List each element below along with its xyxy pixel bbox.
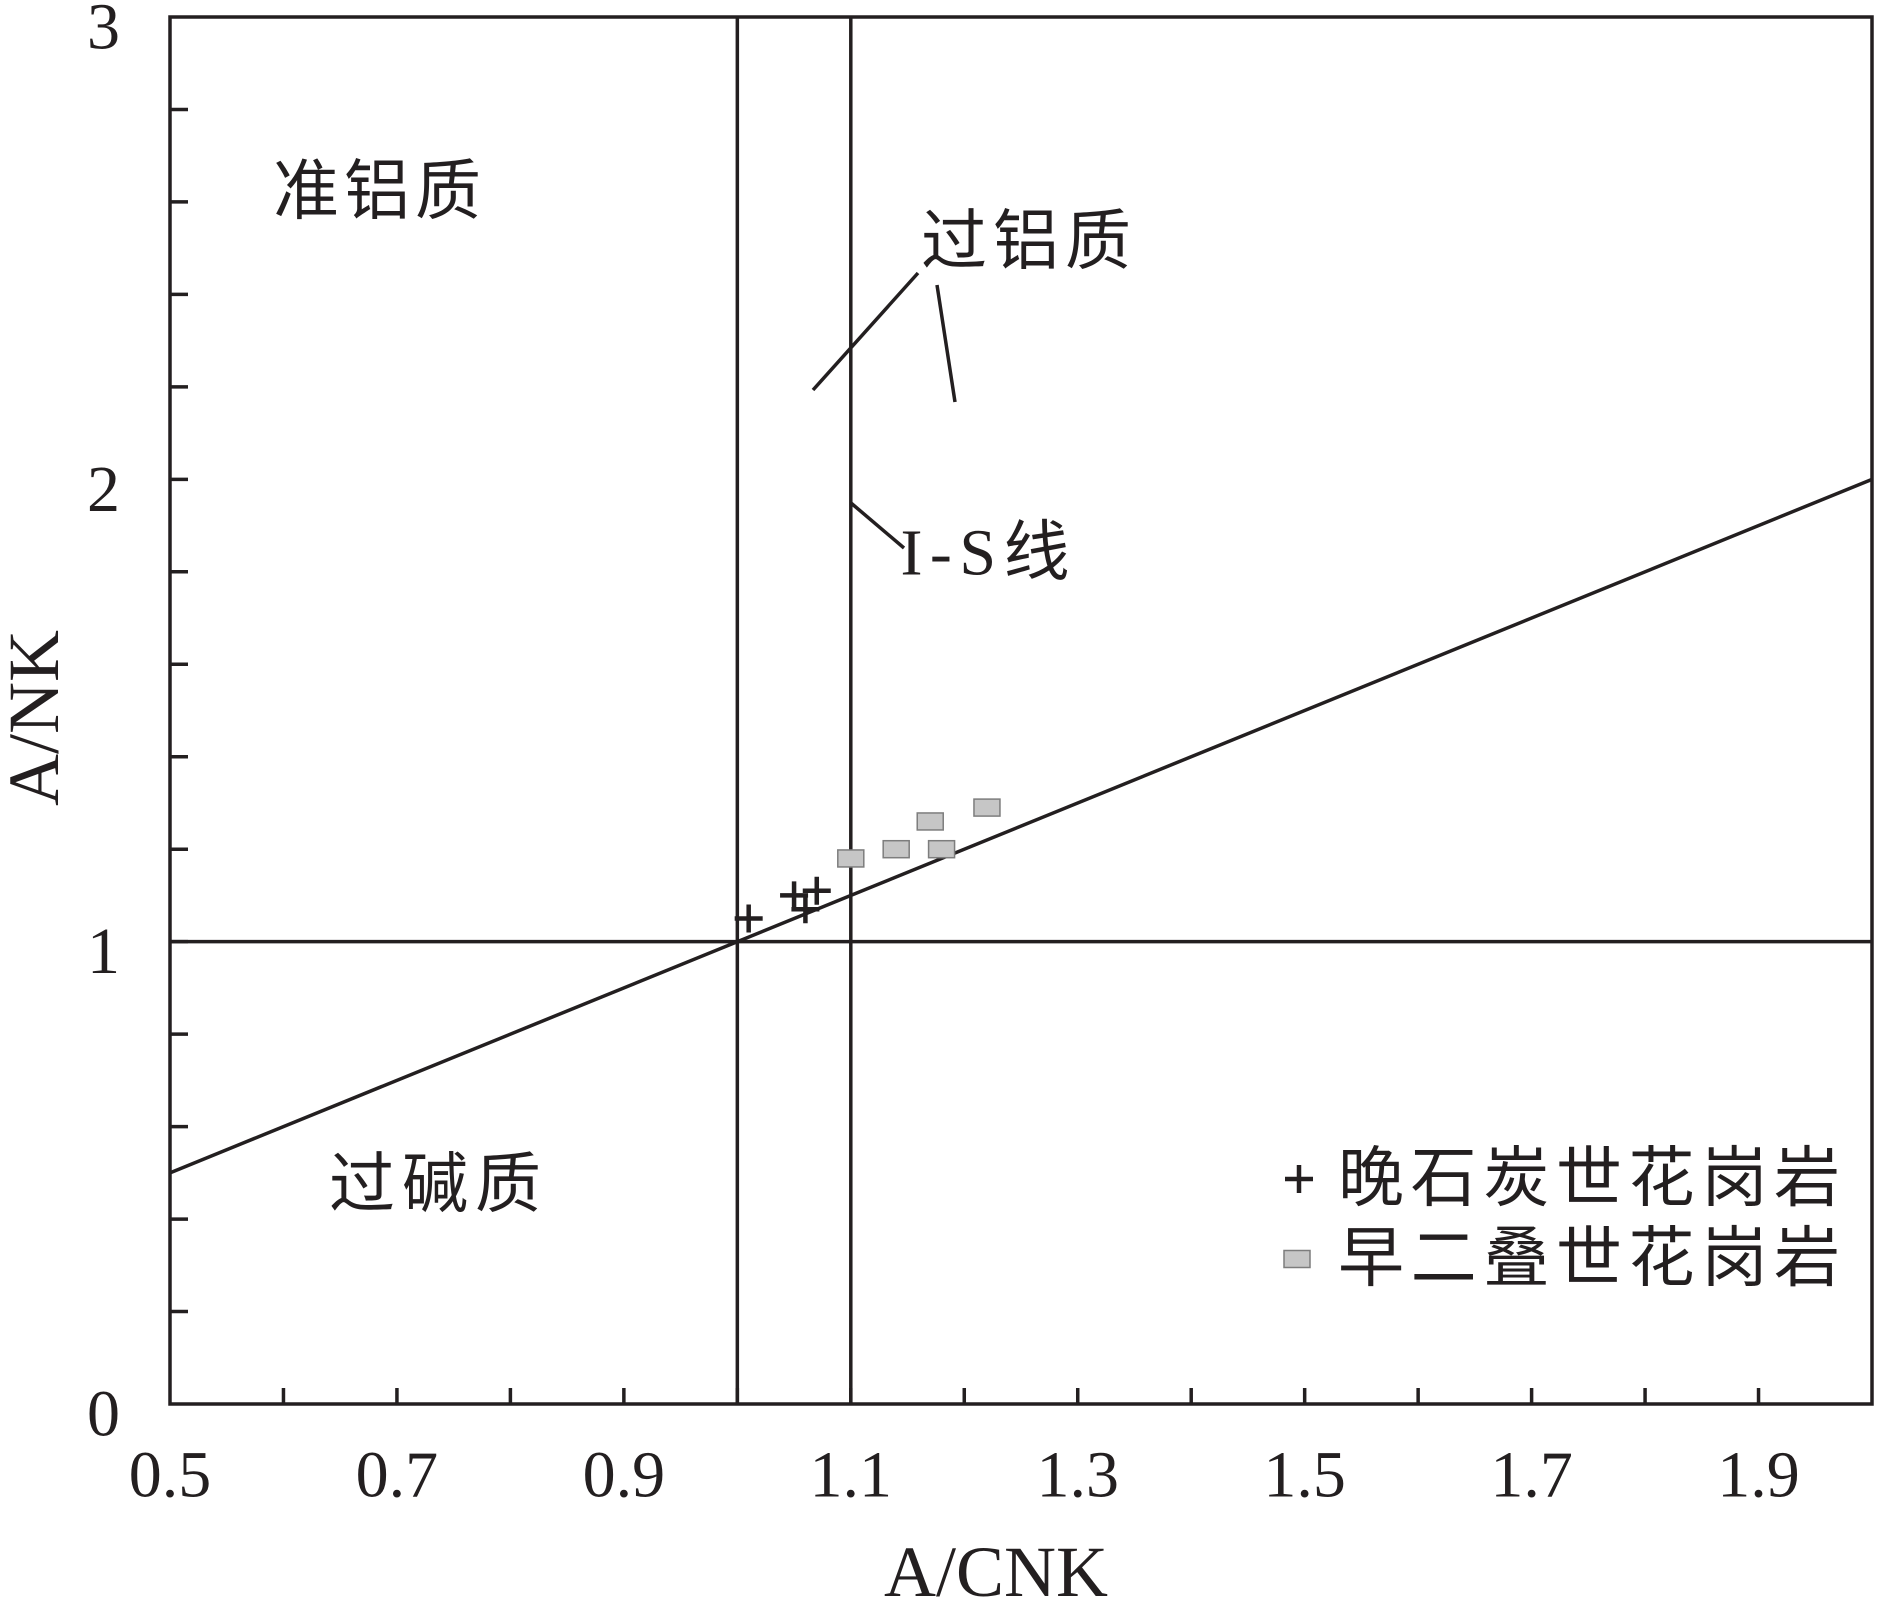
tick-labels: 0.5 0.7 0.9 1.1 1.3 1.5 1.7 1.9 0 1 2 3	[87, 0, 1800, 1512]
legend: 晚石炭世花岗岩 早二叠世花岗岩	[1283, 1143, 1840, 1296]
is-line-label: I-S线	[901, 517, 1070, 590]
reference-lines	[169, 17, 1873, 1404]
early-permian-granite-point	[916, 812, 944, 831]
x-tick-label: 0.5	[129, 1439, 212, 1512]
x-axis-title: A/CNK	[884, 1532, 1108, 1604]
x-tick-label: 1.7	[1490, 1439, 1573, 1512]
x-tick-label: 1.3	[1036, 1439, 1119, 1512]
leader-line-peraluminous-right	[935, 284, 957, 403]
x-tick-label: 1.1	[810, 1439, 893, 1512]
legend-square-marker	[1283, 1249, 1311, 1269]
late-carboniferous-granite-point	[734, 904, 763, 933]
region-label-peraluminous: 过铝质	[921, 206, 1131, 279]
x-tick-label: 0.7	[356, 1439, 439, 1512]
leader-line-is-line	[849, 501, 906, 550]
region-label-metaluminous: 准铝质	[273, 156, 481, 229]
reference-line-diagonal	[169, 477, 1873, 1175]
early-permian-granite-point	[837, 849, 865, 868]
plot-frame	[168, 15, 1874, 1406]
axis-ticks	[170, 107, 1761, 1404]
y-tick-label: 2	[87, 453, 120, 526]
early-permian-granite-point	[927, 839, 956, 859]
x-tick-label: 1.5	[1263, 1439, 1346, 1512]
x-tick-label: 0.9	[583, 1439, 666, 1512]
legend-label-early-permian: 早二叠世花岗岩	[1338, 1223, 1840, 1296]
data-points	[734, 798, 1001, 933]
late-carboniferous-granite-point	[802, 876, 831, 905]
y-axis-title: A/NK	[0, 630, 74, 806]
region-label-peralkaline: 过碱质	[329, 1149, 541, 1222]
legend-plus-marker	[1285, 1165, 1313, 1193]
early-permian-granite-point	[882, 839, 910, 859]
late-carboniferous-granite-point	[791, 895, 820, 924]
x-tick-label: 1.9	[1717, 1439, 1800, 1512]
y-tick-label: 0	[87, 1378, 120, 1451]
legend-label-late-carboniferous: 晚石炭世花岗岩	[1338, 1143, 1840, 1216]
y-tick-label: 3	[87, 0, 120, 64]
y-tick-label: 1	[87, 915, 120, 988]
early-permian-granite-point	[973, 798, 1001, 817]
leader-line-peraluminous-left	[811, 271, 920, 392]
